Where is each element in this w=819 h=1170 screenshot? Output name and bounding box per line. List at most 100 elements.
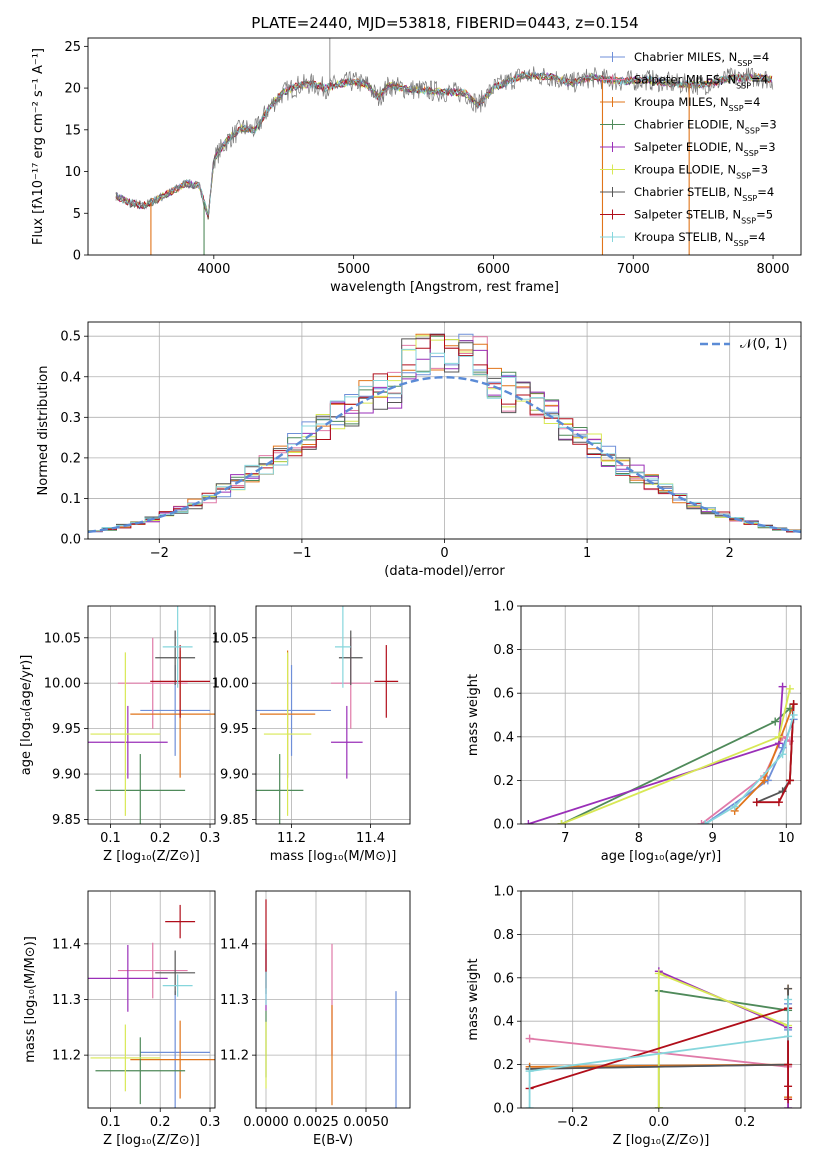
spectrum-xtick-label: 6000 [477, 262, 510, 277]
residuals-ytick-label: 0.5 [60, 330, 81, 345]
mass_vs_ebv-ytick-label: 11.4 [220, 937, 249, 952]
mass_vs_Z-xtick-label: 0.3 [200, 1115, 221, 1130]
residuals-ytick-label: 0.4 [60, 370, 81, 385]
age_vs_mass-ytick-label: 10.00 [212, 677, 249, 692]
histogram-step [88, 334, 801, 533]
residuals-ytick-label: 0.0 [60, 533, 81, 548]
residuals-ytick-label: 0.1 [60, 492, 81, 507]
age_vs_mass-plot-area [256, 606, 399, 824]
spectrum-frame [87, 37, 802, 256]
spectrum-xtick-label: 7000 [617, 262, 650, 277]
massweight_vs_age-ytick-label: 1.0 [493, 600, 514, 615]
legend-entry: Chabrier ELODIE, NSSP=3 [634, 118, 777, 136]
age_vs_Z-ytick-label: 9.90 [52, 768, 81, 783]
massweight_vs_Z-ytick-label: 0.8 [493, 928, 514, 943]
mass_vs_ebv-plot-area [265, 899, 397, 1108]
massweight_vs_Z-xtick-label: 0.2 [735, 1115, 756, 1130]
massweight_vs_Z-frame [520, 890, 802, 1109]
age_vs_Z-xtick-label: 0.3 [200, 831, 221, 846]
figure-title: PLATE=2440, MJD=53818, FIBERID=0443, z=0… [251, 14, 638, 32]
age_vs_Z-ytick-label: 10.00 [44, 677, 81, 692]
residuals-plot-area [88, 333, 801, 534]
residuals-ytick-label: 0.2 [60, 451, 81, 466]
massweight_vs_Z-plot-area [525, 967, 793, 1108]
spectrum-xtick-label: 5000 [337, 262, 370, 277]
spectrum-xtick-label: 8000 [756, 262, 789, 277]
massweight_vs_Z-ytick-label: 0.6 [493, 971, 514, 986]
mass_vs_ebv-xlabel: E(B-V) [313, 1133, 353, 1148]
legend-entry: Kroupa MILES, NSSP=4 [634, 95, 760, 113]
age_vs_Z-xtick-label: 0.1 [100, 831, 121, 846]
mass_vs_ebv-ytick-label: 11.3 [220, 993, 249, 1008]
massweight_vs_age-ytick-label: 0.6 [493, 687, 514, 702]
residuals-xtick-label: 0 [440, 546, 448, 561]
mass_vs_Z-xlabel: Z [log₁₀(Z/Z⊙)] [103, 1133, 200, 1148]
mass_vs_ebv-ytick-label: 11.2 [220, 1049, 249, 1064]
spectrum-ytick-label: 20 [64, 82, 81, 97]
massweight_vs_age-plot-area [524, 682, 798, 824]
legend-entry: Chabrier STELIB, NSSP=4 [634, 185, 774, 203]
spectrum-data-line [115, 66, 774, 217]
age_vs_Z-axes: 0.1 0.2 0.3 9.85 9.90 9.95 10.00 10.05 Z [log₁₀(… [19, 605, 221, 864]
massweight_vs_Z-ytick-label: 1.0 [493, 885, 514, 900]
age_vs_Z-plot-area [88, 606, 215, 824]
massweight_vs_age-ytick-label: 0.8 [493, 643, 514, 658]
massweight_vs_Z-xtick-label: −0.2 [557, 1115, 589, 1130]
mass_vs_Z-axes: 0.1 0.2 0.3 11.2 11.3 11.4 Z [log₁₀(Z/Z⊙)] mass… [23, 890, 221, 1148]
legend-entry: Salpeter STELIB, NSSP=5 [634, 208, 773, 226]
legend-entry: Salpeter MILES, NSSP=4 [634, 73, 768, 91]
mass_vs_ebv-axes: 0.0000 0.0025 0.0050 11.2 11.3 11.4 E(B-V) [220, 890, 411, 1148]
massweight_vs_age-ytick-label: 0.0 [493, 818, 514, 833]
massweight_vs_Z-axes: −0.2 0.0 0.2 0.0 0.2 0.4 0.6 0.8 1.0 Z [log₁₀(Z/Z… [466, 885, 802, 1148]
massweight_vs_Z-ylabel: mass weight [466, 958, 481, 1040]
age_vs_Z-ytick-label: 9.95 [52, 722, 81, 737]
spectrum-axes: 4000 5000 6000 7000 8000 0 5 10 15 20 25 wavelength… [31, 37, 802, 295]
spectrum-model-line [115, 71, 773, 216]
mass_vs_ebv-xtick-label: 0.0025 [293, 1115, 339, 1130]
massweight_vs_age-ytick-label: 0.2 [493, 774, 514, 789]
mass_vs_ebv-xtick-label: 0.0000 [243, 1115, 289, 1130]
legend-entry: Kroupa STELIB, NSSP=4 [634, 230, 765, 248]
mass_vs_Z-ytick-label: 11.2 [52, 1049, 81, 1064]
mass_vs_ebv-xtick-label: 0.0050 [343, 1115, 389, 1130]
mass_vs_Z-xtick-label: 0.1 [100, 1115, 121, 1130]
spectrum-ytick-label: 15 [64, 123, 81, 138]
age_vs_Z-ytick-label: 10.05 [44, 631, 81, 646]
spectrum-plot-area [115, 38, 774, 255]
mass_vs_Z-plot-area [88, 904, 215, 1108]
spectrum-legend: Chabrier MILES, NSSP=4 Salpeter MILES, NS… [600, 50, 777, 248]
massweight_vs_age-ylabel: mass weight [466, 674, 481, 756]
massweight_vs_Z-ytick-label: 0.2 [493, 1058, 514, 1073]
age_vs_Z-ylabel: age [log₁₀(age/yr)] [19, 655, 34, 776]
massweight_vs_Z-xtick-label: 0.0 [649, 1115, 670, 1130]
spectrum-xtick-label: 4000 [197, 262, 230, 277]
age_vs_mass-xtick-label: 11.4 [356, 831, 385, 846]
massweight_vs_age-axes: 7 8 9 10 0.0 0.2 0.4 0.6 0.8 1.0 age [log₁₀(age/yr… [466, 600, 802, 864]
age_vs_mass-xlabel: mass [log₁₀(M/M⊙)] [270, 849, 397, 864]
massweight_vs_Z-ytick-label: 0.4 [493, 1015, 514, 1030]
legend-entry: Kroupa ELODIE, NSSP=3 [634, 163, 768, 181]
residuals-xtick-label: −1 [292, 546, 311, 561]
age_vs_mass-frame [255, 605, 411, 825]
spectrum-ytick-label: 10 [64, 165, 81, 180]
residuals-xlabel: (data-model)/error [384, 564, 505, 579]
age_vs_Z-frame [87, 605, 216, 825]
residuals-ylabel: Normed distribution [36, 366, 51, 496]
mass_vs_Z-ylabel: mass [log₁₀(M/M⊙)] [23, 936, 38, 1063]
age_vs_mass-xtick-label: 11.2 [277, 831, 306, 846]
mass_vs_Z-ytick-label: 11.3 [52, 993, 81, 1008]
massweight_vs_age-xlabel: age [log₁₀(age/yr)] [601, 849, 722, 864]
mass-weight-line [528, 999, 789, 1108]
residuals-frame [87, 321, 802, 540]
massweight_vs_age-ytick-label: 0.4 [493, 730, 514, 745]
mass_vs_Z-frame [87, 890, 216, 1109]
age_vs_Z-xtick-label: 0.2 [150, 831, 171, 846]
mass-weight-line [756, 704, 795, 804]
spectrum-xlabel: wavelength [Angstrom, rest frame] [330, 280, 559, 295]
mass_vs_Z-ytick-label: 11.4 [52, 937, 81, 952]
residuals-axes: −2 −1 0 1 2 0.0 0.1 0.2 0.3 0.4 0.5 (data-model)/er… [36, 321, 802, 579]
massweight_vs_age-xtick-label: 10 [778, 831, 795, 846]
age_vs_Z-ytick-label: 9.85 [52, 813, 81, 828]
